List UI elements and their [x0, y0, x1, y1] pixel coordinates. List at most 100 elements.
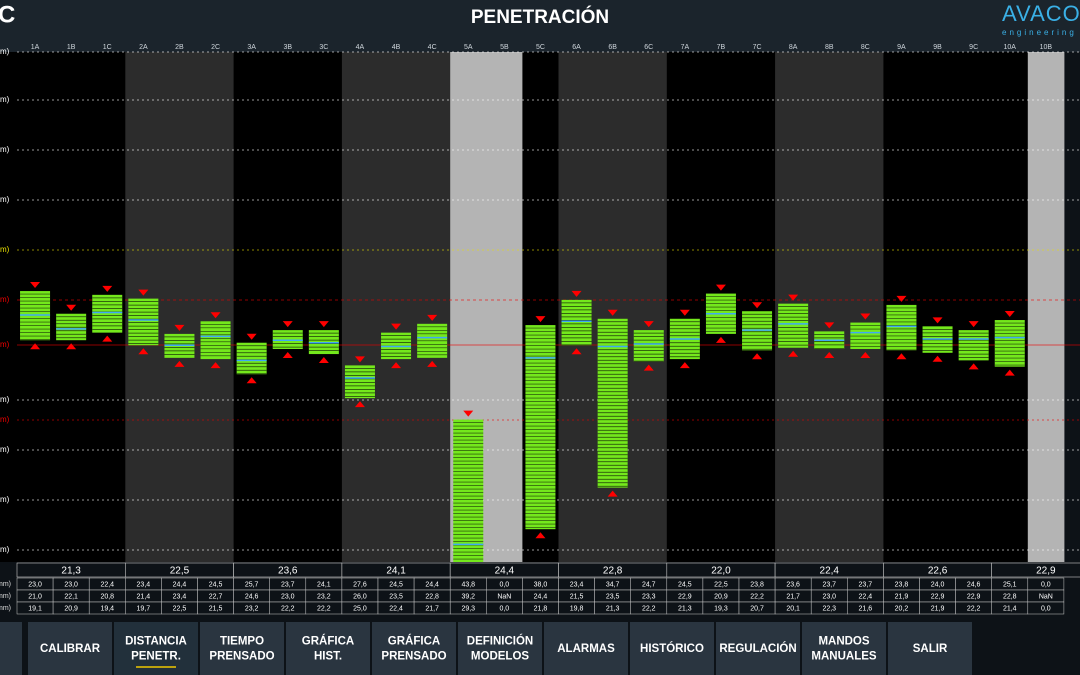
- group-average: 24,1: [386, 566, 406, 577]
- table-value: 23,2: [245, 605, 259, 612]
- column-background: [847, 52, 884, 562]
- limit-marker-bottom: [391, 362, 402, 369]
- column-label: 8B: [825, 44, 834, 51]
- group-average: 22,6: [928, 566, 948, 577]
- table-value: 25,0: [353, 605, 367, 612]
- right-logo-sub: engineering: [1002, 28, 1077, 37]
- table-value: 22,2: [750, 593, 764, 600]
- table-value: 22,3: [822, 605, 836, 612]
- nav-button[interactable]: [888, 622, 972, 675]
- nav-button[interactable]: [630, 622, 714, 675]
- nav-button-label: HISTÓRICO: [640, 642, 704, 655]
- column-background: [378, 52, 415, 562]
- table-value: 21,5: [570, 593, 584, 600]
- table-value: 23,0: [64, 581, 78, 588]
- measure-band: [994, 320, 1025, 367]
- column-background: [955, 52, 993, 562]
- table-value: 20,2: [895, 605, 909, 612]
- group-average: 22,0: [711, 566, 731, 577]
- nav-button[interactable]: [114, 622, 198, 675]
- table-value: 20,1: [786, 605, 800, 612]
- column-label: 8C: [861, 44, 870, 51]
- limit-marker-bottom: [174, 360, 185, 367]
- nav-button[interactable]: [28, 622, 112, 675]
- table-value: 0,0: [1041, 581, 1051, 588]
- nav-button[interactable]: [458, 622, 542, 675]
- column-label: 2B: [175, 44, 184, 51]
- limit-marker-top: [463, 410, 474, 417]
- table-value: 29,3: [461, 605, 475, 612]
- plot-marks: [20, 282, 1025, 562]
- axis-label: m): [0, 495, 10, 504]
- table-value: 22,2: [967, 605, 981, 612]
- column-label: 6C: [644, 44, 653, 51]
- nav-button[interactable]: [286, 622, 370, 675]
- limit-marker-bottom: [571, 348, 582, 355]
- nav-button-partial[interactable]: [0, 622, 22, 675]
- limit-marker-bottom: [282, 352, 293, 359]
- nav-button[interactable]: [372, 622, 456, 675]
- table-value: NaN: [497, 593, 511, 600]
- nav-button[interactable]: [544, 622, 628, 675]
- table-value: 21,9: [895, 593, 909, 600]
- table-value: 20,9: [714, 593, 728, 600]
- table-value: 20,8: [100, 593, 114, 600]
- nav-button[interactable]: [716, 622, 800, 675]
- column-label: 1C: [103, 44, 112, 51]
- column-label: 2C: [211, 44, 220, 51]
- table-value: 22,9: [967, 593, 981, 600]
- limit-marker-top: [1004, 311, 1015, 318]
- column-label: 7B: [717, 44, 726, 51]
- table-value: 24,5: [678, 581, 692, 588]
- nav-button[interactable]: [200, 622, 284, 675]
- column-background: [486, 52, 523, 562]
- column-label: 9B: [933, 44, 942, 51]
- table-value: 24,6: [245, 593, 259, 600]
- axis-label: m): [0, 545, 10, 554]
- column-label: 2A: [139, 44, 148, 51]
- limit-marker-bottom: [246, 377, 257, 384]
- limit-marker-bottom: [138, 348, 149, 355]
- plot-left-margin: [0, 52, 17, 562]
- column-label: 8A: [789, 44, 798, 51]
- table-value: 26,0: [353, 593, 367, 600]
- column-background: [1027, 52, 1065, 562]
- table-value: 22,4: [100, 581, 114, 588]
- nav-button-label: MODELOS: [471, 651, 529, 663]
- group-average: 23,6: [278, 566, 298, 577]
- limit-marker-top: [246, 333, 257, 340]
- limit-marker-top: [354, 356, 365, 363]
- limit-marker-top: [715, 284, 726, 291]
- limit-marker-top: [607, 309, 618, 316]
- nav-button-label: PRENSADO: [209, 651, 274, 663]
- table-value: 21,8: [534, 605, 548, 612]
- column-label: 3A: [247, 44, 256, 51]
- table-value: 23,0: [822, 593, 836, 600]
- table-value: 24,7: [642, 581, 656, 588]
- table-value: 24,4: [534, 593, 548, 600]
- column-background: [919, 52, 957, 562]
- column-background: [233, 52, 271, 562]
- limit-marker-bottom: [752, 353, 763, 360]
- nav-button[interactable]: [802, 622, 886, 675]
- measure-band: [958, 330, 989, 361]
- table-value: 23,4: [570, 581, 584, 588]
- column-label: 6B: [608, 44, 617, 51]
- table-value: 21,6: [859, 605, 873, 612]
- row-label: mm): [0, 593, 11, 600]
- nav-button-label: MANUALES: [811, 651, 876, 663]
- column-label: 9C: [969, 44, 978, 51]
- axis-label: m): [0, 445, 10, 454]
- measure-band: [778, 303, 809, 348]
- limit-marker-top: [535, 316, 546, 323]
- limit-marker-bottom: [679, 362, 690, 369]
- table-value: 19,4: [100, 605, 114, 612]
- table-value: 22,2: [642, 605, 656, 612]
- limit-marker-top: [896, 295, 907, 302]
- table-value: 19,1: [28, 605, 42, 612]
- column-label: 1A: [31, 44, 40, 51]
- axis-label: m): [0, 47, 10, 56]
- table-value: 38,0: [534, 581, 548, 588]
- table-value: 20,7: [750, 605, 764, 612]
